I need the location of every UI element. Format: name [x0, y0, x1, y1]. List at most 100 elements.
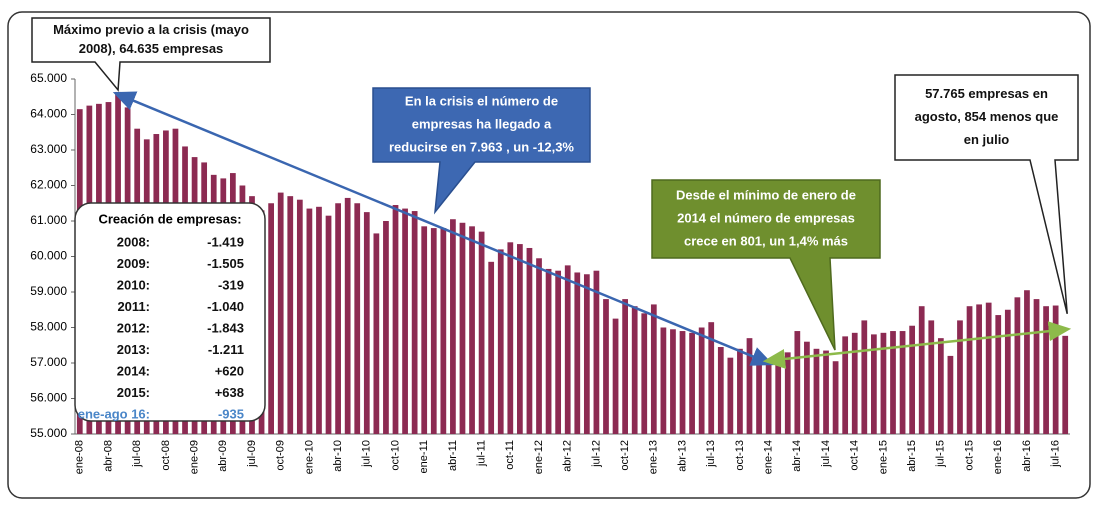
bar: [277, 192, 284, 434]
x-tick-label: oct-10: [389, 440, 401, 471]
x-tick-label: jul-08: [131, 440, 143, 468]
x-tick-label: abr-14: [791, 440, 803, 472]
table-year: 2011:: [117, 299, 150, 314]
table-title: Creación de empresas:: [98, 211, 241, 226]
bar: [459, 222, 466, 434]
bar: [871, 334, 877, 434]
callout-box: [372, 87, 591, 215]
bar: [861, 320, 868, 434]
x-tick-label: jul-15: [935, 440, 947, 468]
bar: [756, 356, 762, 434]
x-tick-label: ene-12: [533, 440, 545, 474]
y-tick-label: 56.000: [30, 391, 67, 405]
table-value: -1.040: [207, 299, 244, 314]
bar: [296, 199, 303, 434]
bar: [631, 306, 638, 434]
bar: [650, 304, 657, 434]
table-year: ene-ago 16:: [78, 406, 150, 421]
recovery-arrow: [762, 321, 1072, 369]
x-tick-label: abr-08: [102, 440, 114, 472]
bar: [765, 364, 772, 434]
y-tick-label: 57.000: [30, 355, 67, 369]
table-year: 2008:: [117, 234, 150, 249]
bar: [918, 306, 925, 434]
bar: [1033, 299, 1040, 434]
callout-text: crece en 801, un 1,4% más: [684, 233, 848, 248]
bar: [737, 348, 743, 434]
x-tick-label: ene-11: [418, 440, 430, 473]
x-tick-label: oct-11: [504, 440, 516, 470]
bar: [421, 226, 428, 434]
bar: [976, 304, 982, 434]
bar: [373, 233, 380, 434]
x-tick-label: ene-14: [763, 440, 775, 474]
bar: [488, 261, 495, 434]
callout-text: Máximo previo a la crisis (mayo: [53, 22, 249, 37]
bar: [574, 272, 581, 434]
x-tick-label: oct-14: [849, 440, 861, 471]
bar: [325, 215, 332, 434]
bar: [335, 203, 341, 434]
table-value: -1.211: [208, 342, 244, 357]
bar: [402, 208, 408, 434]
bar: [603, 299, 609, 434]
x-tick-label: jul-13: [705, 440, 717, 468]
x-tick-label: jul-16: [1050, 440, 1062, 468]
callout-box: [894, 74, 1079, 315]
bar: [689, 332, 695, 434]
x-tick-label: ene-09: [188, 440, 200, 474]
x-tick-label: oct-09: [275, 440, 287, 471]
table-year: 2013:: [117, 342, 150, 357]
bar: [928, 320, 935, 434]
bar: [430, 228, 437, 434]
bar: [641, 313, 648, 434]
table-year: 2014:: [117, 363, 150, 378]
y-tick-label: 59.000: [30, 284, 67, 298]
bar: [392, 205, 399, 434]
callout-text: Desde el mínimo de enero de: [676, 187, 856, 202]
bar: [679, 331, 686, 434]
bar: [708, 322, 715, 434]
bar: [746, 338, 753, 434]
table-value: +638: [215, 385, 244, 400]
callout-box: [651, 179, 881, 351]
crisis-arrow: [112, 91, 774, 366]
table-year: 2015:: [117, 385, 150, 400]
x-tick-label: oct-13: [734, 440, 746, 471]
bar: [344, 197, 351, 434]
bar: [1004, 309, 1011, 434]
bar: [880, 332, 887, 434]
bar: [947, 355, 954, 434]
bar: [937, 338, 944, 434]
bar: [287, 196, 294, 434]
bar: [564, 265, 571, 434]
bar: [583, 274, 590, 434]
x-tick-label: abr-12: [562, 440, 574, 472]
table-value: -1.419: [207, 234, 244, 249]
bar: [450, 219, 456, 434]
x-tick-label: abr-10: [332, 440, 344, 472]
bar: [899, 331, 906, 434]
table-year: 2009:: [117, 256, 150, 271]
bar: [995, 315, 1002, 434]
y-tick-label: 55.000: [30, 426, 67, 440]
bar: [306, 208, 313, 434]
table-year: 2010:: [117, 277, 150, 292]
bar: [890, 331, 896, 434]
table-value: -1.843: [207, 320, 244, 335]
bar: [507, 242, 514, 434]
table-year: 2012:: [117, 320, 150, 335]
bar: [478, 231, 485, 434]
bar: [832, 361, 839, 434]
callout-text: En la crisis el número de: [405, 93, 558, 108]
bar: [1062, 335, 1069, 434]
x-tick-label: ene-10: [303, 440, 315, 474]
x-tick-label: abr-13: [676, 440, 688, 472]
x-tick-label: jul-10: [361, 440, 373, 468]
x-tick-label: abr-11: [447, 440, 459, 471]
x-tick-label: oct-15: [963, 440, 975, 471]
x-tick-label: ene-15: [877, 440, 889, 474]
bar: [851, 332, 858, 434]
x-tick-label: oct-08: [160, 440, 172, 471]
x-tick-label: jul-14: [820, 440, 832, 468]
